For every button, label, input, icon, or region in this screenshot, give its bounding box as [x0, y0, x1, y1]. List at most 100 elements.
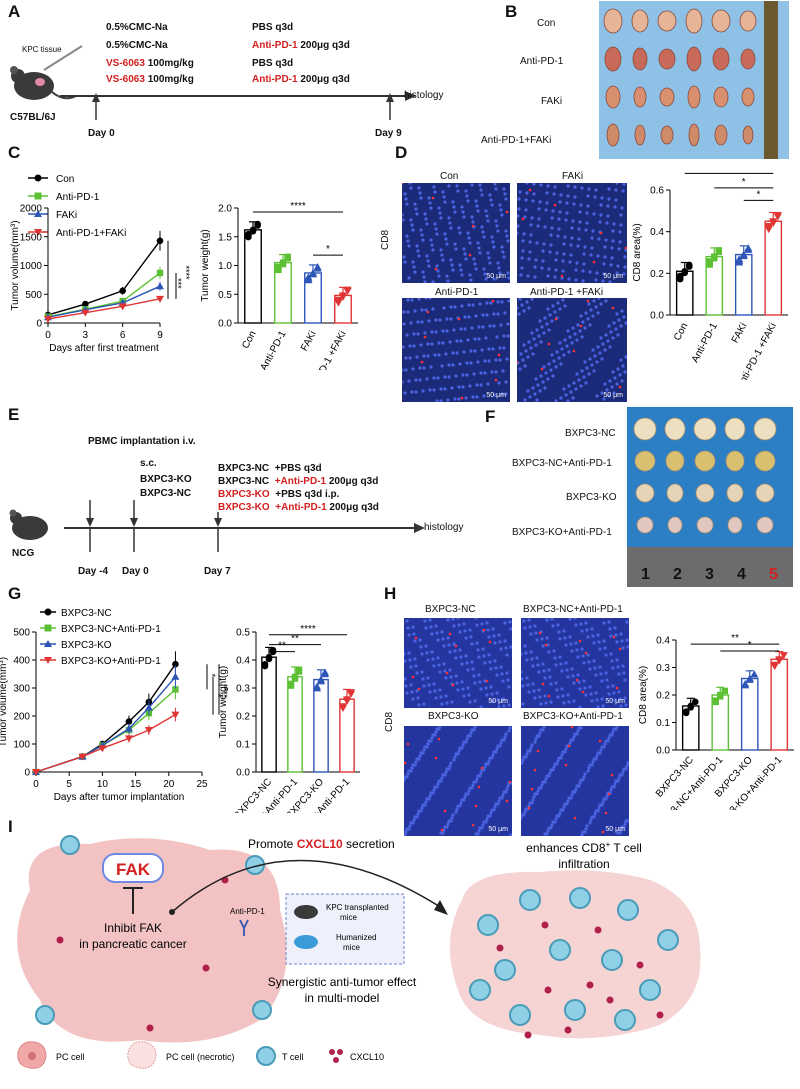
tumor-sample	[712, 47, 730, 71]
data-point	[309, 268, 317, 276]
x-tick-label: Con	[240, 329, 258, 350]
y-tick-label: 2.0	[218, 204, 232, 215]
schematic-i: FAK Inhibit FAK in pancreatic cancer Pro…	[17, 835, 701, 1069]
antibody-icon	[239, 919, 249, 936]
significance-label: *	[757, 189, 761, 200]
d-label-faki: FAKi	[562, 171, 584, 182]
data-point	[744, 244, 753, 252]
cxcl10-icon	[594, 926, 602, 934]
data-point	[750, 670, 759, 678]
data-point	[687, 702, 695, 710]
micrograph-d-combo: 50 μm	[517, 298, 627, 402]
tumor-sample	[685, 8, 703, 34]
cxcl10-icon	[56, 936, 64, 944]
data-point	[764, 222, 773, 230]
tumor-sample	[725, 450, 745, 472]
data-point	[144, 703, 153, 711]
bar	[313, 678, 329, 773]
e-nc-label: BXPC3-NC	[140, 488, 192, 499]
regimen-4-second: Anti-PD-1 200μg q3d	[252, 74, 350, 85]
data-point	[287, 680, 295, 688]
panel-label-g: G	[8, 584, 22, 603]
scale-bar-label: 50 μm	[603, 392, 623, 399]
x-tick-label: 6	[120, 330, 126, 341]
significance-label: *	[207, 673, 217, 677]
ncg-mouse-label: NCG	[12, 548, 35, 559]
data-point	[769, 218, 778, 226]
y-tick-label: 0.1	[656, 718, 670, 729]
t-cell-icon	[477, 914, 499, 936]
series-line	[47, 298, 161, 320]
hum-line1: Humanized	[336, 933, 376, 942]
x-tick-label: Anti-PD-1	[690, 321, 720, 365]
data-point	[291, 673, 299, 680]
data-point	[124, 724, 133, 732]
bar	[770, 658, 789, 751]
d-label-combo: Anti-PD-1 +FAKi	[530, 287, 604, 298]
enhance-line1: enhances CD8+ T cell	[526, 840, 642, 855]
significance-label: *	[213, 694, 223, 698]
ruler-number: 1	[641, 566, 650, 583]
y-axis-label: Tumor weight(g)	[218, 666, 229, 738]
t-cell-legend-icon	[256, 1046, 276, 1066]
scale-bar-label: 50 μm	[488, 826, 508, 833]
pbmc-label: PBMC implantation i.v.	[88, 436, 196, 447]
scale-bar-label: 50 μm	[488, 698, 508, 705]
data-point	[745, 674, 754, 682]
scale-bar-label: 50 μm	[486, 273, 506, 280]
significance-label: **	[725, 170, 733, 173]
cxcl10-icon	[564, 1026, 572, 1034]
tumor-sample	[633, 86, 647, 108]
data-point	[44, 315, 52, 323]
tumor-sample	[658, 48, 676, 70]
tumor-sample	[606, 123, 620, 147]
kpc-line2: mice	[340, 913, 357, 922]
y-tick-label: 0.0	[650, 311, 664, 322]
antipd1-label: Anti-PD-1	[230, 907, 265, 916]
y-tick-label: 0.3	[656, 663, 670, 674]
b-row-con: Con	[537, 18, 556, 29]
cxcl10-icon	[606, 996, 614, 1004]
f-row-nc-antipd1: BXPC3-NC+Anti-PD-1	[512, 458, 612, 469]
data-point	[775, 656, 784, 664]
legend-pc-cell: PC cell	[56, 1052, 85, 1062]
y-axis-label: CD8 area(%)	[638, 666, 649, 724]
panel-label-h: H	[384, 584, 397, 603]
panel-label-c: C	[8, 143, 21, 162]
tumor-sample	[659, 87, 675, 107]
x-tick-label: 10	[97, 779, 109, 790]
data-point	[279, 259, 287, 266]
y-tick-label: 0.3	[236, 684, 250, 695]
significance-label: ****	[181, 266, 191, 281]
data-point	[156, 295, 164, 303]
x-tick-label: 20	[163, 779, 175, 790]
data-point	[682, 708, 690, 715]
micrograph-h-ko-antipd1: 50 μm	[521, 726, 629, 836]
data-point	[711, 253, 718, 260]
y-tick-label: 100	[13, 740, 30, 751]
x-tick-label: Con	[672, 321, 690, 342]
t-cell-icon	[617, 899, 639, 921]
data-point	[156, 282, 164, 290]
e-group-3: BXPC3-KO +PBS q3d i.p.	[218, 489, 340, 500]
y-tick-label: 0	[36, 319, 42, 330]
data-point	[779, 652, 788, 660]
regimen-1-second: PBS q3d	[252, 22, 294, 33]
cxcl10-icon	[544, 986, 552, 994]
e-day-0: Day 0	[122, 566, 149, 577]
scale-bar-label: 50 μm	[603, 273, 623, 280]
data-point	[275, 263, 282, 271]
regimen-3-drug: VS-6063 100mg/kg	[106, 58, 194, 69]
y-tick-label: 200	[13, 712, 30, 723]
data-point	[172, 660, 179, 668]
c57-mouse-illustration	[10, 45, 83, 100]
data-point	[156, 237, 164, 245]
b-row-combo: Anti-PD-1+FAKi	[481, 135, 552, 146]
tumor-sample	[634, 450, 656, 472]
y-tick-label: 500	[25, 290, 42, 301]
legend-faki: FAKi	[56, 210, 77, 221]
t-cell-icon	[549, 939, 571, 961]
panel-label-d: D	[395, 143, 408, 162]
tumor-sample	[664, 417, 686, 441]
legend-cxcl10: CXCL10	[350, 1052, 384, 1062]
